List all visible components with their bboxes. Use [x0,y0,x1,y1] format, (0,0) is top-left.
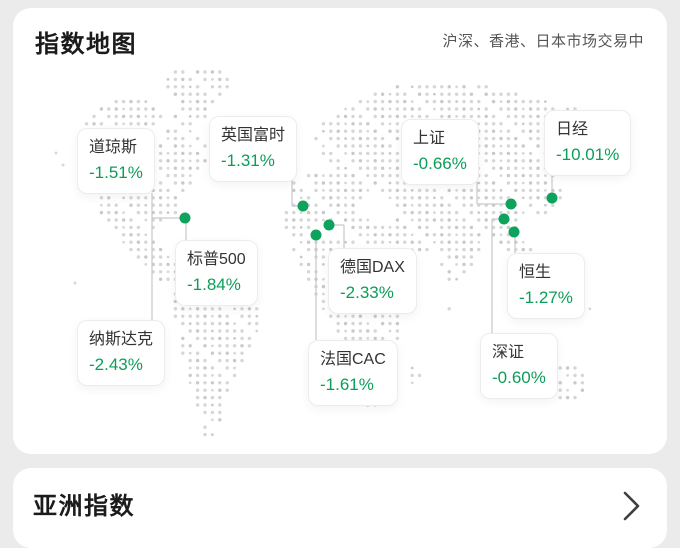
index-change: -1.61% [320,375,374,394]
index-marker-cac[interactable]: 法国CAC -1.61% [308,340,398,406]
index-change: -1.31% [221,151,275,170]
index-change: -0.66% [413,154,467,173]
index-name: 恒生 [519,264,552,281]
index-change: -1.51% [89,163,143,182]
index-marker-ftse[interactable]: 英国富时 -1.31% [209,116,298,182]
index-marker-szse[interactable]: 深证 -0.60% [480,333,558,399]
market-status-text: 沪深、香港、日本市场交易中 [442,33,644,50]
index-marker-dow[interactable]: 道琼斯 -1.51% [77,128,155,194]
index-name: 深证 [492,344,525,361]
index-name: 日经 [556,121,589,138]
index-marker-nasdaq[interactable]: 纳斯达克 -2.43% [77,320,166,386]
index-name: 法国CAC [320,351,386,368]
page: { "colors": { "change_green": "#0c9e58",… [13,8,667,548]
index-marker-sse[interactable]: 上证 -0.66% [401,119,479,185]
index-name: 纳斯达克 [89,331,154,348]
index-change: -1.84% [187,275,241,294]
index-name: 英国富时 [221,127,286,144]
index-change: -0.60% [492,368,546,387]
index-map-title: 指数地图 [35,31,137,58]
index-change: -1.27% [519,288,573,307]
index-change: -10.01% [556,145,620,164]
index-name: 道琼斯 [89,139,138,156]
index-name: 标普500 [187,251,246,268]
index-change: -2.43% [89,355,143,374]
index-marker-hsi[interactable]: 恒生 -1.27% [507,253,585,319]
index-name: 上证 [413,130,446,147]
chevron-right-icon[interactable] [620,491,642,525]
index-marker-sp500[interactable]: 标普500 -1.84% [175,240,258,306]
index-marker-dax[interactable]: 德国DAX -2.33% [328,248,417,314]
asia-index-title: 亚洲指数 [33,493,135,520]
index-marker-nikkei[interactable]: 日经 -10.01% [544,110,632,176]
index-change: -2.33% [340,283,394,302]
index-name: 德国DAX [340,259,405,276]
